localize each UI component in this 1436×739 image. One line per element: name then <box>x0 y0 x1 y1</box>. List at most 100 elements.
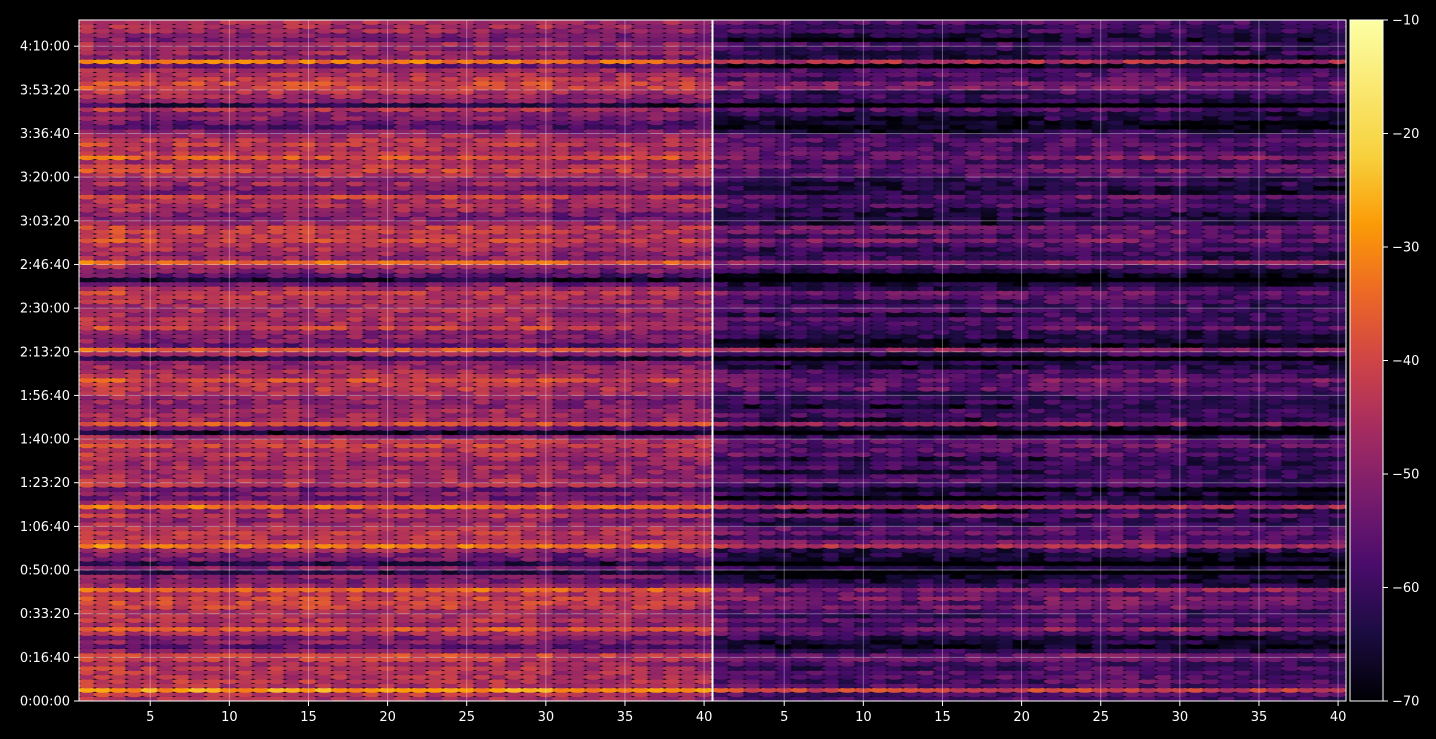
heatmap-cell <box>694 386 712 392</box>
heatmap-cell <box>283 495 303 501</box>
heatmap-cell <box>362 281 382 287</box>
heatmap-cell <box>662 678 682 685</box>
heatmap-cell <box>615 456 635 462</box>
heatmap-cell <box>536 617 556 623</box>
heatmap-cell <box>172 652 192 658</box>
heatmap-cell <box>299 429 318 436</box>
heatmap-cell <box>93 643 113 650</box>
heatmap-cell <box>409 687 429 693</box>
heatmap-cell <box>647 272 667 279</box>
heatmap-cell <box>204 364 223 370</box>
heatmap-cell <box>79 408 97 414</box>
heatmap-cell <box>647 525 667 532</box>
heatmap-cell <box>188 473 208 479</box>
heatmap-cell <box>425 312 445 318</box>
heatmap-cell <box>694 198 712 204</box>
heatmap-cell <box>599 194 619 200</box>
heatmap-cell <box>488 504 508 510</box>
heatmap-cell <box>378 285 398 292</box>
heatmap-cell <box>393 394 413 401</box>
heatmap-cell <box>235 416 255 423</box>
heatmap-cell <box>647 534 667 540</box>
heatmap-cell <box>156 364 176 370</box>
heatmap-cell <box>409 307 429 313</box>
heatmap-cell <box>251 255 271 261</box>
heatmap-cell <box>631 482 651 488</box>
heatmap-cell <box>330 338 350 344</box>
heatmap-cell <box>156 464 176 471</box>
heatmap-cell <box>504 386 524 392</box>
heatmap-cell <box>346 211 366 217</box>
heatmap-cell <box>204 447 223 453</box>
heatmap-cell <box>393 434 413 440</box>
heatmap-cell <box>109 525 129 532</box>
heatmap-cell <box>267 320 287 327</box>
heatmap-cell <box>552 360 572 366</box>
heatmap-cell <box>140 237 160 244</box>
heatmap-cell <box>631 250 651 257</box>
heatmap-cell <box>299 250 318 257</box>
heatmap-cell <box>267 678 287 685</box>
heatmap-cell <box>662 674 682 680</box>
heatmap-cell <box>441 626 461 632</box>
heatmap-cell <box>93 587 113 593</box>
heatmap-cell <box>378 490 398 497</box>
heatmap-cell <box>615 220 635 226</box>
heatmap-cell <box>457 486 477 492</box>
heatmap-cell <box>219 490 239 497</box>
heatmap-cell <box>520 268 540 274</box>
heatmap-cell <box>393 233 413 239</box>
heatmap-cell <box>188 617 208 623</box>
heatmap-cell <box>520 194 540 200</box>
heatmap-cell <box>267 683 287 689</box>
heatmap-cell <box>219 312 239 318</box>
heatmap-cell <box>568 416 587 423</box>
heatmap-cell <box>188 303 208 309</box>
heatmap-cell <box>409 368 429 375</box>
heatmap-cell <box>504 416 524 423</box>
heatmap-cell <box>599 255 619 261</box>
heatmap-cell <box>109 517 129 523</box>
heatmap-cell <box>457 438 477 444</box>
heatmap-cell <box>520 333 540 340</box>
heatmap-cell <box>156 547 176 554</box>
heatmap-cell <box>93 390 113 396</box>
heatmap-cell <box>694 298 712 305</box>
heatmap-cell <box>93 525 113 532</box>
heatmap-cell <box>504 530 524 536</box>
heatmap-cell <box>631 277 651 283</box>
heatmap-cell <box>631 285 651 292</box>
heatmap-cell <box>409 635 429 641</box>
heatmap-cell <box>425 198 445 204</box>
heatmap-cell <box>330 600 350 606</box>
heatmap-cell <box>124 294 144 300</box>
heatmap-cell <box>599 268 619 274</box>
heatmap-cell <box>188 565 208 571</box>
heatmap-cell <box>79 298 97 305</box>
heatmap-cell <box>425 425 445 431</box>
heatmap-cell <box>393 176 413 182</box>
heatmap-cell <box>140 320 160 327</box>
heatmap-cell <box>79 346 97 353</box>
heatmap-cell <box>694 355 712 361</box>
heatmap-cell <box>504 220 524 226</box>
heatmap-cell <box>647 460 667 466</box>
heatmap-cell <box>219 504 239 510</box>
heatmap-cell <box>536 167 556 174</box>
heatmap-cell <box>631 556 651 562</box>
heatmap-cell <box>362 560 382 567</box>
heatmap-cell <box>425 242 445 248</box>
heatmap-cell <box>631 207 651 213</box>
heatmap-cell <box>283 298 303 305</box>
heatmap-cell <box>172 307 192 313</box>
heatmap-cell <box>583 639 603 645</box>
heatmap-cell <box>393 351 413 357</box>
heatmap-cell <box>79 617 97 623</box>
heatmap-cell <box>314 674 334 680</box>
heatmap-cell <box>583 613 603 619</box>
heatmap-cell <box>678 534 698 540</box>
heatmap-cell <box>536 530 556 536</box>
heatmap-cell <box>425 329 445 335</box>
heatmap-cell <box>124 172 144 178</box>
heatmap-cell <box>109 652 129 658</box>
